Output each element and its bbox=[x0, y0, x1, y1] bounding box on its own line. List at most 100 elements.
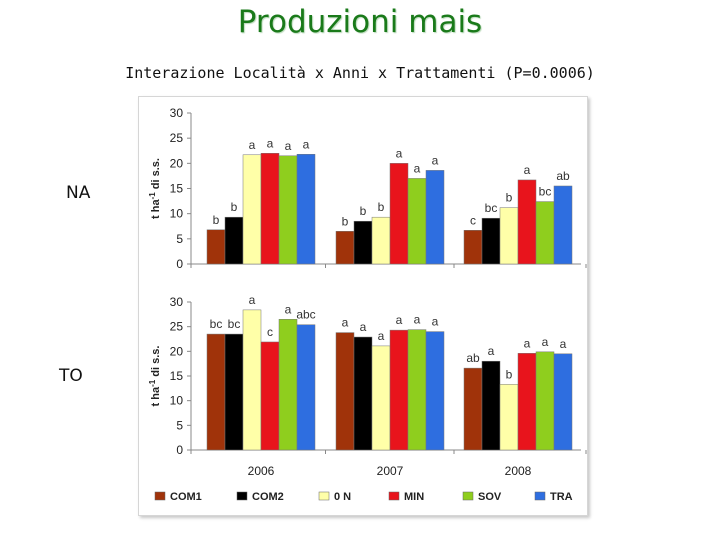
significance-letter: a bbox=[267, 136, 274, 150]
bar-na-2006-com2 bbox=[224, 216, 244, 265]
bar-to-2007-min bbox=[389, 329, 409, 451]
bar-na-2008-min bbox=[517, 179, 537, 265]
significance-letter: a bbox=[560, 337, 567, 351]
bar-na-2008-com1 bbox=[463, 230, 483, 265]
significance-letter: ab bbox=[466, 351, 480, 365]
bar-to-2008-com2 bbox=[481, 360, 501, 451]
y-tick-label: 10 bbox=[170, 207, 184, 221]
bar-na-2006-min bbox=[260, 153, 280, 265]
significance-letter: b bbox=[213, 213, 220, 227]
legend-label: COM2 bbox=[252, 491, 284, 503]
y-tick-label: 15 bbox=[170, 369, 184, 383]
significance-letter: a bbox=[249, 293, 256, 307]
location-label-na: NA bbox=[66, 183, 91, 203]
y-axis-label: t ha-1 di s.s. bbox=[148, 158, 163, 219]
significance-letter: c bbox=[470, 213, 476, 227]
bar-na-2008-tra bbox=[553, 185, 573, 265]
y-tick-label: 5 bbox=[176, 418, 183, 432]
bar-to-2007-tra bbox=[425, 331, 445, 451]
legend-swatch-0n bbox=[318, 491, 330, 501]
x-tick-label: 2008 bbox=[505, 464, 532, 478]
significance-letter: a bbox=[414, 313, 421, 327]
legend-swatch-sov bbox=[462, 491, 474, 501]
y-axis-label: t ha-1 di s.s. bbox=[148, 346, 163, 407]
bar-to-2007-com2 bbox=[353, 336, 373, 451]
bar-na-2007-sov bbox=[407, 178, 427, 265]
significance-letter: a bbox=[432, 153, 439, 167]
significance-letter: a bbox=[396, 146, 403, 160]
legend-label: MIN bbox=[404, 491, 424, 503]
bar-na-2006-sov bbox=[278, 155, 298, 265]
y-tick-label: 20 bbox=[170, 156, 184, 170]
y-tick-label: 10 bbox=[170, 394, 184, 408]
bar-to-2007-sov bbox=[407, 329, 427, 451]
significance-letter: b bbox=[342, 214, 349, 228]
significance-letter: a bbox=[524, 336, 531, 350]
bar-to-2006-com2 bbox=[224, 333, 244, 451]
bar-to-2006-tra bbox=[296, 324, 316, 451]
bar-to-2008-tra bbox=[553, 353, 573, 451]
significance-letter: a bbox=[432, 315, 439, 329]
significance-letter: a bbox=[249, 138, 256, 152]
x-tick-label: 2007 bbox=[377, 464, 404, 478]
legend-swatch-com1 bbox=[154, 491, 166, 501]
bar-to-2008-com1 bbox=[463, 367, 483, 451]
bar-na-2008-0n bbox=[499, 207, 519, 265]
significance-letter: a bbox=[542, 335, 549, 349]
slide-title: Produzioni mais bbox=[237, 4, 483, 40]
significance-letter: abc bbox=[296, 308, 315, 322]
bar-to-2008-0n bbox=[499, 384, 519, 451]
significance-letter: a bbox=[285, 302, 292, 316]
bar-to-2008-sov bbox=[535, 351, 555, 451]
chart-frame: 0 5 10 15 20 25 30 t ha-1 di s.s. b b c b b bc a b b a a a a… bbox=[138, 96, 588, 516]
significance-letter: bc bbox=[485, 201, 498, 215]
y-tick-label: 5 bbox=[176, 232, 183, 246]
significance-letter: bc bbox=[228, 317, 241, 331]
bar-na-2008-com2 bbox=[481, 217, 501, 265]
significance-letter: ab bbox=[556, 169, 570, 183]
y-tick-label: 30 bbox=[170, 106, 184, 120]
significance-letter: bc bbox=[539, 185, 552, 199]
bar-na-2008-sov bbox=[535, 201, 555, 265]
bar-na-2007-com2 bbox=[353, 220, 373, 265]
bar-to-2006-sov bbox=[278, 319, 298, 451]
significance-letter: a bbox=[396, 313, 403, 327]
legend-swatch-tra bbox=[534, 491, 546, 501]
slide-subtitle: Interazione Località x Anni x Trattament… bbox=[125, 64, 595, 82]
y-tick-label: 25 bbox=[170, 320, 184, 334]
location-label-to: TO bbox=[59, 366, 83, 386]
bar-na-2007-com1 bbox=[335, 231, 355, 265]
bar-to-2007-0n bbox=[371, 345, 391, 451]
bar-na-2007-tra bbox=[425, 170, 445, 265]
y-tick-label: 30 bbox=[170, 295, 184, 309]
significance-letter: bc bbox=[210, 317, 223, 331]
significance-letter: a bbox=[360, 320, 367, 334]
significance-letter: b bbox=[506, 191, 513, 205]
significance-letter: a bbox=[303, 137, 310, 151]
significance-letter: a bbox=[488, 344, 495, 358]
y-tick-label: 15 bbox=[170, 182, 184, 196]
significance-letter: b bbox=[231, 200, 238, 214]
legend-label: COM1 bbox=[170, 491, 202, 503]
legend-label: TRA bbox=[550, 491, 573, 503]
legend-label: SOV bbox=[478, 491, 502, 503]
x-tick-label: 2006 bbox=[248, 464, 275, 478]
y-tick-label: 0 bbox=[176, 443, 183, 457]
significance-letter: a bbox=[524, 163, 531, 177]
significance-letter: a bbox=[414, 161, 421, 175]
bar-to-2006-min bbox=[260, 341, 280, 451]
bar-na-2006-com1 bbox=[206, 229, 226, 265]
bar-to-2006-0n bbox=[242, 309, 262, 451]
significance-letter: b bbox=[378, 200, 385, 214]
bar-na-2006-0n bbox=[242, 154, 262, 265]
bar-to-2006-com1 bbox=[206, 333, 226, 451]
legend-swatch-min bbox=[388, 491, 400, 501]
bar-na-2006-tra bbox=[296, 154, 316, 265]
y-tick-label: 0 bbox=[176, 257, 183, 271]
bar-to-2007-com1 bbox=[335, 332, 355, 451]
significance-letter: b bbox=[506, 367, 513, 381]
bar-to-2008-min bbox=[517, 353, 537, 451]
significance-letter: b bbox=[360, 204, 367, 218]
legend-label: 0 N bbox=[334, 491, 351, 503]
